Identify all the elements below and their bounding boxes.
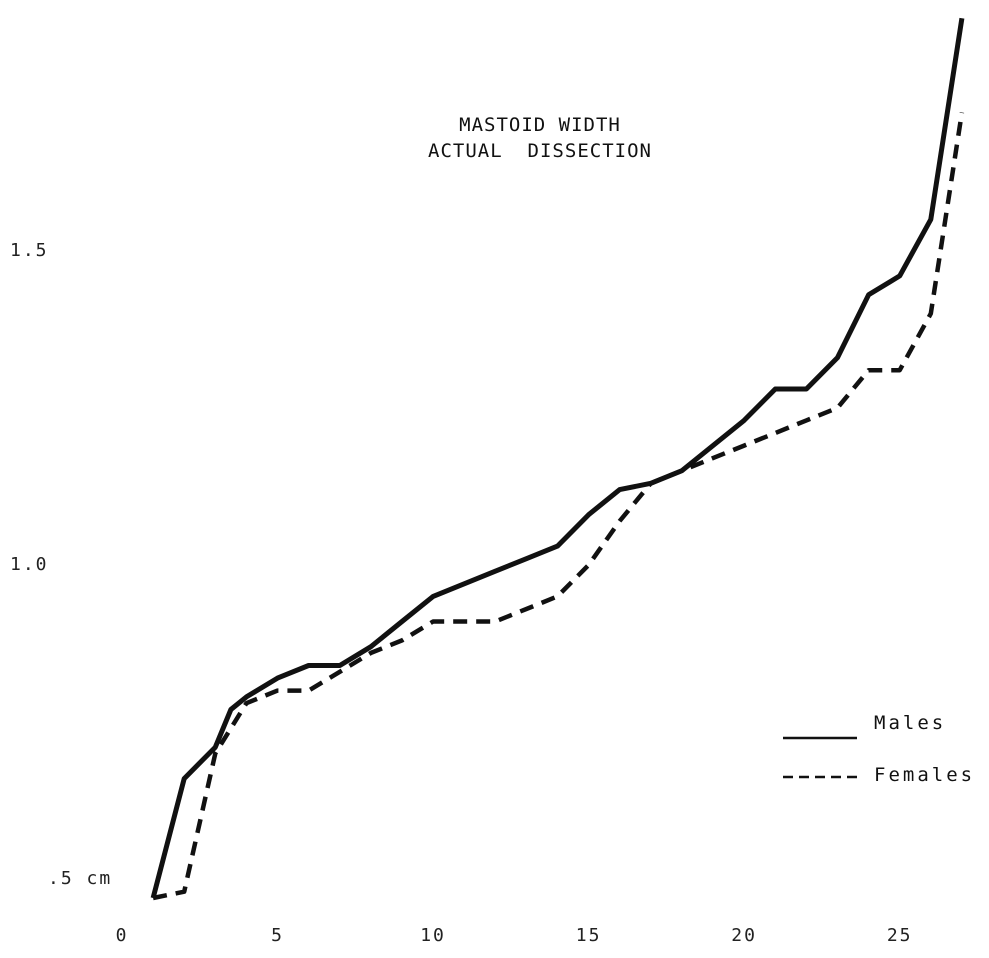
legend: Males Females bbox=[783, 712, 975, 786]
legend-label-females: Females bbox=[874, 764, 975, 786]
series-layer bbox=[150, 17, 965, 901]
x-tick-label: 25 bbox=[887, 925, 913, 946]
legend-label-males: Males bbox=[874, 712, 946, 734]
x-tick-label: 0 bbox=[116, 925, 129, 946]
chart-title: MASTOID WIDTH bbox=[459, 114, 621, 136]
y-axis-ticks: .5 cm 1.0 1.5 bbox=[10, 240, 112, 889]
y-tick-label: 1.5 bbox=[10, 240, 49, 261]
x-tick-label: 15 bbox=[576, 925, 602, 946]
y-tick-label: 1.0 bbox=[10, 554, 49, 575]
series-line-females bbox=[152, 112, 965, 901]
x-axis-ticks: 0 5 10 15 20 25 bbox=[116, 925, 913, 946]
series-line-males bbox=[150, 17, 965, 899]
x-tick-label: 10 bbox=[420, 925, 446, 946]
x-tick-label: 5 bbox=[271, 925, 284, 946]
y-tick-label: .5 cm bbox=[48, 868, 112, 889]
chart-subtitle: ACTUAL DISSECTION bbox=[428, 140, 652, 162]
x-tick-label: 20 bbox=[731, 925, 757, 946]
